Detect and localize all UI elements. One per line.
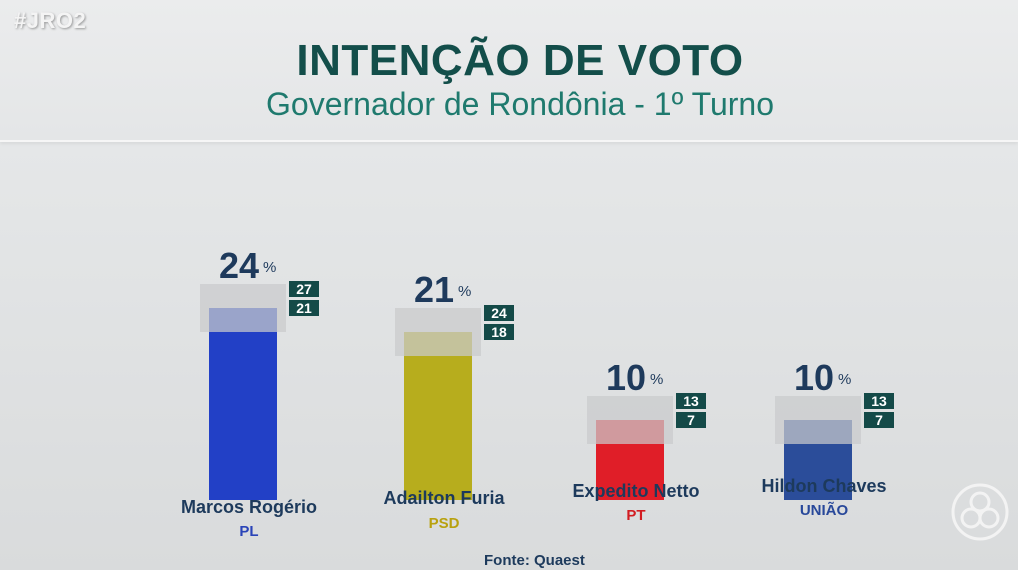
unit-label: % — [838, 371, 851, 388]
unit-label: % — [458, 283, 471, 300]
bar — [209, 308, 277, 500]
chart-title: INTENÇÃO DE VOTO — [296, 36, 744, 85]
upper-bound-label: 27 — [296, 281, 312, 297]
upper-bound-box — [484, 305, 514, 321]
data-label: 10 — [794, 357, 834, 398]
lower-bound-label: 7 — [875, 412, 883, 428]
error-band — [775, 396, 861, 444]
party-label: PT — [626, 507, 645, 524]
upper-bound-box — [676, 393, 706, 409]
lower-bound-box — [676, 412, 706, 428]
lower-bound-box — [484, 324, 514, 340]
chart-subtitle: Governador de Rondônia - 1º Turno — [266, 86, 774, 122]
unit-label: % — [650, 371, 663, 388]
party-label: PSD — [429, 515, 460, 532]
category-label: Expedito Netto — [572, 481, 699, 501]
party-label: UNIÃO — [800, 501, 849, 519]
category-label: Adailton Furia — [384, 488, 506, 508]
header-band — [0, 0, 1018, 142]
upper-bound-label: 13 — [871, 393, 887, 409]
upper-bound-label: 24 — [491, 305, 507, 321]
error-band — [395, 308, 481, 356]
network-logo-icon — [951, 483, 1009, 541]
upper-bound-box — [289, 281, 319, 297]
unit-label: % — [263, 259, 276, 276]
upper-bound-box — [864, 393, 894, 409]
source-note: Fonte: Quaest — [484, 552, 585, 569]
data-label: 24 — [219, 245, 259, 286]
party-label: PL — [239, 523, 258, 540]
data-label: 10 — [606, 357, 646, 398]
category-label: Marcos Rogério — [181, 497, 317, 517]
error-band — [200, 284, 286, 332]
lower-bound-box — [289, 300, 319, 316]
error-band — [587, 396, 673, 444]
lower-bound-box — [864, 412, 894, 428]
hashtag-watermark: #JRO2 — [14, 8, 87, 33]
lower-bound-label: 21 — [296, 300, 312, 316]
category-label: Hildon Chaves — [761, 476, 886, 496]
data-label: 21 — [414, 269, 454, 310]
lower-bound-label: 7 — [687, 412, 695, 428]
bar — [404, 332, 472, 500]
upper-bound-label: 13 — [683, 393, 699, 409]
lower-bound-label: 18 — [491, 324, 507, 340]
